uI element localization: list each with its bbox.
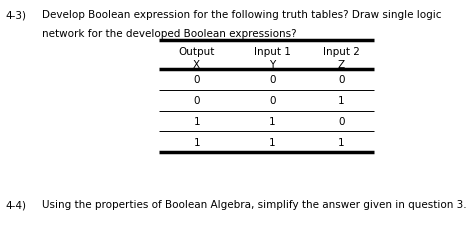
Text: Input 1: Input 1 (254, 47, 291, 57)
Text: X: X (193, 60, 201, 70)
Text: 0: 0 (269, 96, 276, 106)
Text: 0: 0 (269, 75, 276, 85)
Text: 4-3): 4-3) (6, 10, 27, 20)
Text: 1: 1 (338, 96, 345, 106)
Text: Input 2: Input 2 (323, 47, 360, 57)
Text: 1: 1 (193, 117, 200, 126)
Text: 1: 1 (269, 117, 276, 126)
Text: 1: 1 (193, 137, 200, 147)
Text: Output: Output (179, 47, 215, 57)
Text: 0: 0 (193, 96, 200, 106)
Text: Develop Boolean expression for the following truth tables? Draw single logic: Develop Boolean expression for the follo… (42, 10, 441, 20)
Text: 1: 1 (269, 137, 276, 147)
Text: 4-4): 4-4) (6, 199, 27, 209)
Text: Z: Z (337, 60, 345, 70)
Text: 1: 1 (338, 137, 345, 147)
Text: 0: 0 (338, 75, 345, 85)
Text: Y: Y (269, 60, 276, 70)
Text: 0: 0 (338, 117, 345, 126)
Text: 0: 0 (193, 75, 200, 85)
Text: Using the properties of Boolean Algebra, simplify the answer given in question 3: Using the properties of Boolean Algebra,… (42, 199, 466, 209)
Text: network for the developed Boolean expressions?: network for the developed Boolean expres… (42, 29, 296, 39)
